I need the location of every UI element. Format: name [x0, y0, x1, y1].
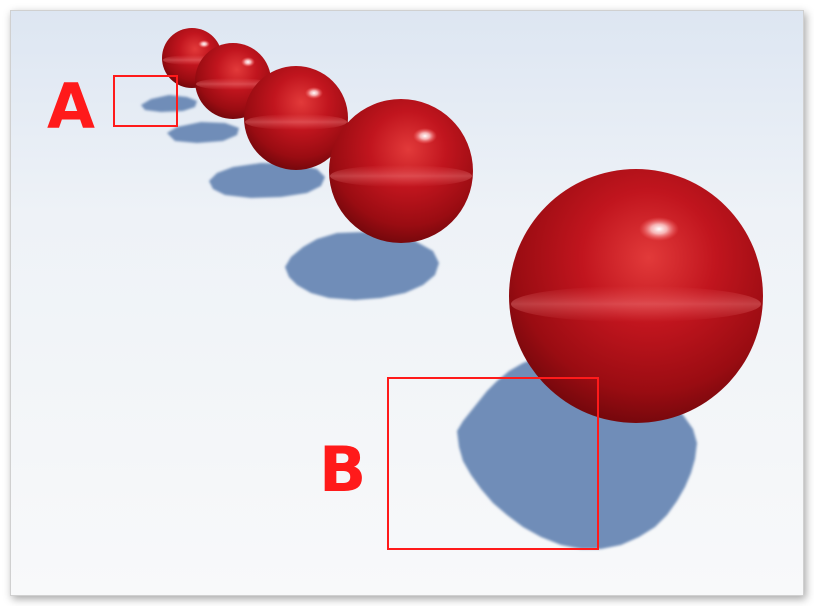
shadow-3 [209, 163, 325, 198]
sphere-3 [244, 66, 348, 170]
annotation-box-a [113, 75, 178, 127]
image-frame: A B [10, 10, 804, 596]
annotation-box-b [387, 377, 599, 550]
sphere-5 [509, 169, 763, 423]
annotation-label-a: A [47, 70, 95, 143]
sphere-4 [329, 99, 473, 243]
annotation-label-b: B [319, 433, 367, 506]
spheres-group [162, 28, 763, 423]
shadow-1 [141, 95, 197, 112]
shadow-2 [167, 122, 239, 143]
shadow-4 [285, 232, 439, 300]
render-scene [11, 11, 803, 595]
